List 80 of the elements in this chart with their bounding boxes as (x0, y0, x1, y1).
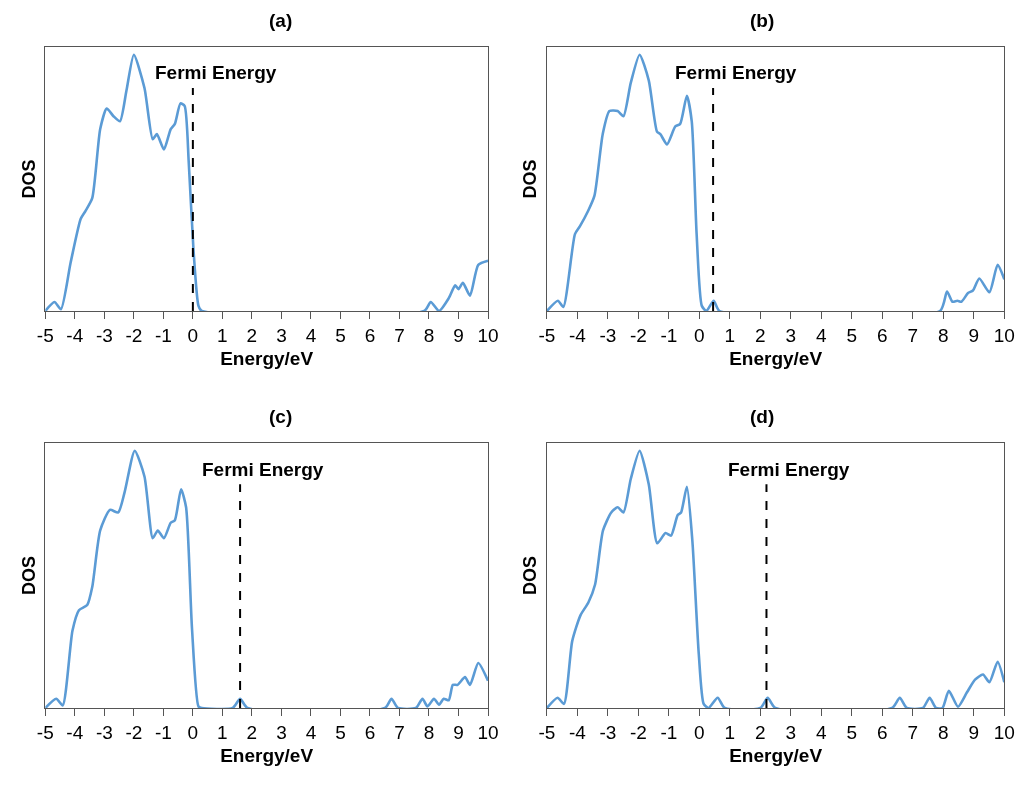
x-tick-label: 7 (394, 324, 405, 346)
x-tick-label: 6 (364, 324, 376, 346)
x-tick-label: 1 (217, 721, 228, 743)
x-tick-label: -1 (154, 721, 172, 743)
ref-line-label: Fermi Energy (202, 459, 324, 480)
x-tick-label: 8 (938, 324, 949, 346)
x-tick-label: 1 (724, 324, 736, 346)
x-tick-label: 0 (187, 324, 199, 346)
x-tick-label: 10 (477, 324, 499, 346)
x-tick-label: 6 (877, 721, 888, 743)
x-tick-label: 10 (993, 721, 1015, 743)
ref-line-label: Fermi Energy (675, 62, 797, 83)
x-tick-label: 3 (785, 324, 797, 346)
x-axis-title: Energy/eV (220, 744, 314, 766)
chart-title: (a) (269, 10, 293, 31)
x-tick-label: 5 (846, 324, 858, 346)
x-tick-label: 8 (938, 721, 949, 743)
x-tick-label: -5 (538, 721, 556, 743)
x-tick-label: -5 (36, 324, 54, 346)
ref-line-label: Fermi Energy (155, 62, 277, 83)
chart-title: (b) (750, 10, 775, 31)
x-tick-label: 3 (276, 324, 287, 346)
y-axis-title: DOS (520, 555, 541, 596)
x-axis-title: Energy/eV (729, 347, 823, 369)
x-tick-label: 2 (246, 324, 258, 346)
x-tick-label: -4 (568, 324, 587, 346)
x-tick-label: 1 (217, 324, 228, 346)
x-tick-label: 9 (968, 324, 980, 346)
x-tick-label: 5 (846, 721, 858, 743)
y-axis-title: DOS (18, 555, 39, 596)
x-tick-label: 2 (246, 721, 258, 743)
x-tick-label: 6 (364, 721, 376, 743)
ref-line-label: Fermi Energy (728, 459, 850, 480)
x-tick-label: -1 (154, 324, 172, 346)
y-axis-title: DOS (18, 159, 39, 199)
x-tick-label: -1 (660, 324, 678, 346)
x-tick-label: 8 (423, 721, 435, 743)
x-tick-label: 9 (968, 721, 980, 743)
x-tick-label: 5 (335, 324, 346, 346)
x-tick-label: 0 (694, 721, 705, 743)
x-tick-label: -3 (95, 721, 113, 743)
x-tick-label: -2 (125, 324, 143, 346)
x-tick-label: -1 (660, 721, 678, 743)
chart-title: (c) (269, 406, 293, 427)
x-tick-label: 0 (187, 721, 199, 743)
x-tick-label: -3 (95, 324, 113, 346)
x-tick-label: -3 (599, 324, 617, 346)
x-tick-label: -4 (66, 721, 84, 743)
x-tick-label: 9 (453, 721, 464, 743)
x-tick-label: -2 (125, 721, 143, 743)
x-tick-label: -2 (629, 324, 647, 346)
x-tick-label: 4 (305, 721, 317, 743)
x-tick-label: -2 (629, 721, 647, 743)
x-tick-label: 9 (453, 324, 464, 346)
x-tick-label: 4 (816, 721, 828, 743)
x-tick-label: -3 (599, 721, 617, 743)
x-tick-label: 10 (477, 721, 499, 743)
x-tick-label: 5 (335, 721, 346, 743)
x-tick-label: 7 (907, 721, 919, 743)
x-tick-label: 10 (993, 324, 1015, 346)
x-tick-label: 4 (305, 324, 317, 346)
y-axis-title: DOS (520, 159, 541, 199)
x-tick-label: 1 (724, 721, 736, 743)
x-tick-label: 0 (694, 324, 705, 346)
x-tick-label: 2 (755, 721, 766, 743)
x-tick-label: -5 (36, 721, 54, 743)
x-tick-label: 7 (907, 324, 919, 346)
x-axis-title: Energy/eV (220, 347, 314, 369)
x-tick-label: -4 (66, 324, 84, 346)
x-tick-label: 4 (816, 324, 828, 346)
x-tick-label: 3 (785, 721, 797, 743)
x-tick-label: 3 (276, 721, 287, 743)
x-axis-title: Energy/eV (729, 744, 823, 766)
x-tick-label: 2 (755, 324, 766, 346)
x-tick-label: -5 (538, 324, 556, 346)
x-tick-label: 8 (423, 324, 435, 346)
x-tick-label: 6 (877, 324, 888, 346)
chart-title: (d) (750, 406, 775, 427)
x-tick-label: -4 (568, 721, 587, 743)
x-tick-label: 7 (394, 721, 405, 743)
